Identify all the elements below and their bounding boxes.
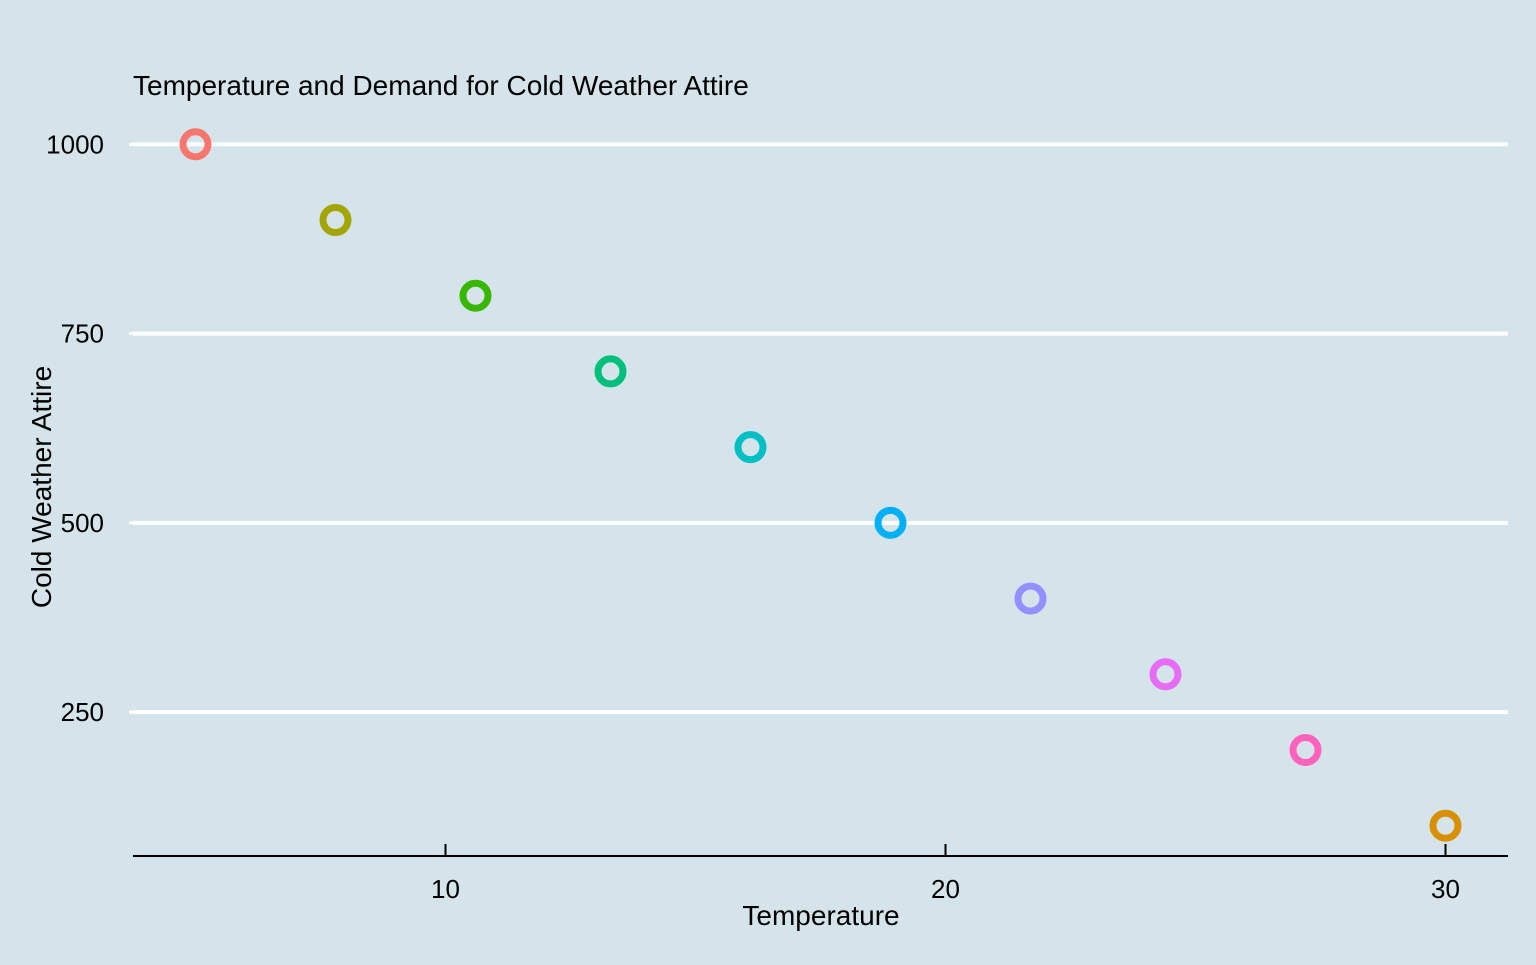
- data-point: [734, 431, 767, 464]
- axes: 250 500 750 1000 10 20 30: [46, 129, 1508, 904]
- x-tick-label: 10: [431, 874, 460, 904]
- data-point: [1149, 658, 1182, 691]
- y-tick-label: 250: [61, 697, 104, 727]
- y-axis-label: Cold Weather Attire: [26, 366, 57, 608]
- data-point: [1429, 809, 1462, 842]
- data-point: [594, 355, 627, 388]
- y-tick-label: 750: [61, 319, 104, 349]
- data-point: [459, 279, 492, 312]
- data-point: [1014, 582, 1047, 615]
- data-point: [179, 128, 212, 161]
- y-tick-label: 1000: [46, 129, 104, 159]
- gridlines: [129, 142, 1508, 715]
- data-point: [319, 204, 352, 236]
- chart-title: Temperature and Demand for Cold Weather …: [133, 70, 749, 101]
- x-tick-label: 20: [931, 874, 960, 904]
- x-axis-label: Temperature: [742, 900, 899, 931]
- x-tick-label: 30: [1431, 874, 1460, 904]
- data-point: [874, 506, 907, 539]
- y-tick-label: 500: [61, 508, 104, 538]
- data-points: [179, 128, 1462, 842]
- data-point: [1289, 734, 1322, 766]
